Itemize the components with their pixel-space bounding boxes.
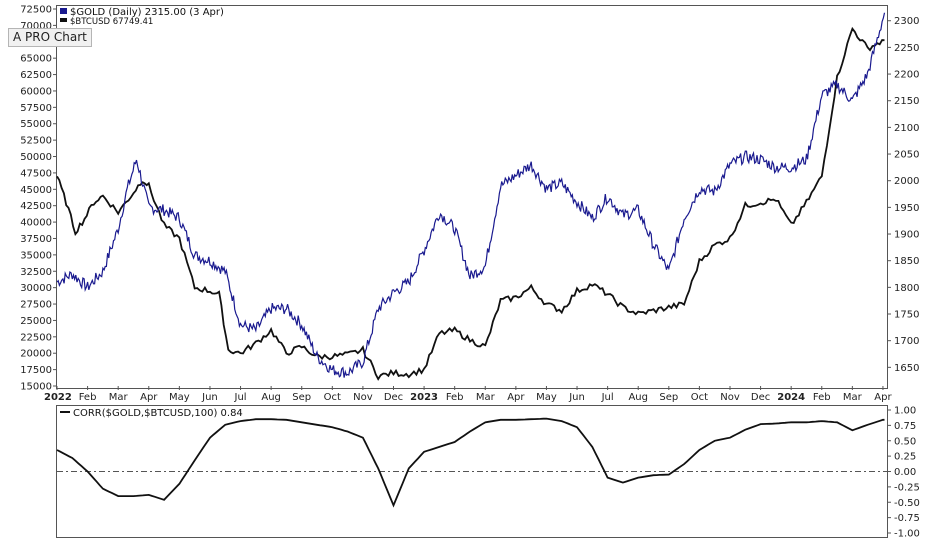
x-axis-tick-label: Aug (628, 392, 648, 403)
corr-axis-tick-label: 0.00 (894, 467, 916, 478)
btc-legend-swatch (60, 18, 67, 22)
x-axis-tick-label: May (169, 392, 190, 403)
right-axis-tick-label: 2150 (894, 96, 919, 107)
right-axis-tick-label: 1950 (894, 203, 919, 214)
left-axis-tick-label: 20000 (20, 349, 52, 360)
left-axis-tick-label: 65000 (20, 54, 52, 65)
right-axis-tick-label: 2300 (894, 16, 919, 27)
x-axis-tick-label: Mar (476, 392, 496, 403)
corr-legend-label: CORR($GOLD,$BTCUSD,100) 0.84 (73, 408, 243, 419)
pro-chart-button[interactable]: A PRO Chart (8, 28, 92, 47)
gold-legend-swatch (60, 8, 67, 14)
left-axis-tick-label: 70000 (20, 21, 52, 32)
corr-axis: 1.00 0.75 0.50 0.25 0.00 -0.25 -0.50 -0.75 -1.00 (887, 406, 920, 540)
left-axis-tick-label: 22500 (20, 332, 52, 343)
x-axis-tick-label: Apr (874, 392, 892, 403)
x-axis-tick-label: Jul (234, 392, 247, 403)
left-axis-tick-label: 30000 (20, 283, 52, 294)
x-axis-tick-label: Mar (109, 392, 129, 403)
gold-legend-label: $GOLD (Daily) 2315.00 (3 Apr) (70, 7, 224, 18)
right-axis-tick-label: 2200 (894, 70, 919, 81)
x-axis-tick-label: Feb (813, 392, 831, 403)
x-axis-tick-label: Aug (261, 392, 281, 403)
x-axis-tick-label: Sep (292, 392, 311, 403)
right-axis-tick-label: 1650 (894, 363, 919, 374)
left-axis-tick-label: 35000 (20, 250, 52, 261)
left-axis-tick-label: 27500 (20, 300, 52, 311)
left-axis-tick-label: 57500 (20, 103, 52, 114)
left-axis-tick-label: 52500 (20, 136, 52, 147)
x-axis-tick-label: Nov (353, 392, 373, 403)
gold-price-line (56, 12, 886, 378)
x-axis-tick-label: 2023 (410, 392, 438, 403)
x-axis-tick-label: Nov (720, 392, 740, 403)
right-axis-tick-label: 1850 (894, 256, 919, 267)
left-axis-tick-label: 62500 (20, 70, 52, 81)
left-axis-tick-label: 47500 (20, 168, 52, 179)
right-axis-tick-label: 2250 (894, 43, 919, 54)
x-axis-tick-label: Dec (751, 392, 770, 403)
corr-axis-tick-label: -0.25 (894, 482, 920, 493)
left-axis-tick-label: 72500 (20, 5, 52, 16)
left-axis-tick-label: 15000 (20, 382, 52, 393)
left-axis-tick-label: 55000 (20, 119, 52, 130)
left-axis-tick-label: 45000 (20, 185, 52, 196)
x-axis-tick-label: Oct (324, 392, 341, 403)
right-axis-tick-label: 1800 (894, 283, 919, 294)
left-axis: 7250070000675006500062500600005750055000… (20, 5, 57, 393)
right-axis-tick-label: 2050 (894, 150, 919, 161)
x-axis-tick-label: Oct (691, 392, 708, 403)
price-legend: $GOLD (Daily) 2315.00 (3 Apr) $BTCUSD 67… (60, 7, 224, 27)
x-axis-tick-label: Dec (384, 392, 403, 403)
left-axis-tick-label: 17500 (20, 365, 52, 376)
right-axis-tick-label: 1750 (894, 310, 919, 321)
x-axis-tick-label: Sep (659, 392, 678, 403)
btc-legend-label: $BTCUSD 67749.41 (70, 17, 153, 27)
left-axis-tick-label: 25000 (20, 316, 52, 327)
right-axis-tick-label: 1700 (894, 336, 919, 347)
x-axis-tick-label: Apr (140, 392, 158, 403)
corr-axis-tick-label: 0.75 (894, 421, 916, 432)
left-axis-tick-label: 60000 (20, 86, 52, 97)
x-axis-tick-label: Jun (568, 392, 585, 403)
x-axis-tick-label: 2022 (44, 392, 72, 403)
right-axis-tick-label: 1900 (894, 230, 919, 241)
corr-legend: CORR($GOLD,$BTCUSD,100) 0.84 (60, 408, 243, 419)
corr-axis-tick-label: 1.00 (894, 406, 916, 417)
corr-axis-tick-label: -1.00 (894, 529, 920, 540)
x-axis-tick-label: Jul (601, 392, 614, 403)
corr-axis-tick-label: -0.75 (894, 513, 920, 524)
price-panel-frame (56, 5, 888, 389)
x-axis-tick-label: Feb (79, 392, 97, 403)
x-axis-tick-label: 2024 (777, 392, 805, 403)
btc-price-line (56, 26, 885, 381)
correlation-line (56, 417, 885, 508)
corr-axis-tick-label: 0.50 (894, 436, 916, 447)
left-axis-tick-label: 37500 (20, 234, 52, 245)
corr-axis-tick-label: 0.25 (894, 452, 916, 463)
left-axis-tick-label: 40000 (20, 218, 52, 229)
x-axis: 2022 Feb Mar Apr May Jun Jul Aug Sep Oct Nov Dec 202… (44, 386, 892, 403)
x-axis-tick-label: Apr (507, 392, 525, 403)
right-axis-tick-label: 2100 (894, 123, 919, 134)
left-axis-tick-label: 42500 (20, 201, 52, 212)
right-axis-tick-label: 2000 (894, 176, 919, 187)
x-axis-tick-label: Mar (843, 392, 863, 403)
x-axis-tick-label: May (536, 392, 557, 403)
left-axis-tick-label: 32500 (20, 267, 52, 278)
x-axis-tick-label: Jun (201, 392, 218, 403)
left-axis-tick-label: 50000 (20, 152, 52, 163)
corr-axis-tick-label: -0.50 (894, 498, 920, 509)
right-axis: 2300 2250 2200 2150 2100 2050 2000 1950 1900 1850… (887, 16, 919, 374)
x-axis-tick-label: Feb (446, 392, 464, 403)
